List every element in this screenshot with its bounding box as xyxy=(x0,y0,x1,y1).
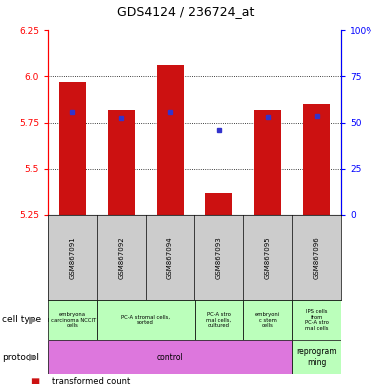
Bar xyxy=(303,104,330,215)
Bar xyxy=(108,109,135,215)
Text: ▶: ▶ xyxy=(29,315,37,325)
Text: ■: ■ xyxy=(30,377,39,384)
Text: cell type: cell type xyxy=(2,316,41,324)
Text: GSM867092: GSM867092 xyxy=(118,236,124,279)
Bar xyxy=(206,193,232,215)
Bar xyxy=(48,340,292,374)
Text: ▶: ▶ xyxy=(29,352,37,362)
Text: PC-A stromal cells,
sorted: PC-A stromal cells, sorted xyxy=(121,314,170,325)
Bar xyxy=(59,82,86,215)
Text: embryoni
c stem
cells: embryoni c stem cells xyxy=(255,312,280,328)
Bar xyxy=(255,109,281,215)
Bar xyxy=(97,300,194,340)
Text: GSM867093: GSM867093 xyxy=(216,236,222,279)
Text: GSM867094: GSM867094 xyxy=(167,236,173,279)
Bar xyxy=(292,340,341,374)
Bar xyxy=(48,300,97,340)
Text: protocol: protocol xyxy=(2,353,39,361)
Text: transformed count: transformed count xyxy=(52,377,130,384)
Text: GDS4124 / 236724_at: GDS4124 / 236724_at xyxy=(117,5,254,18)
Text: GSM867095: GSM867095 xyxy=(265,236,271,279)
Text: reprogram
ming: reprogram ming xyxy=(296,347,337,367)
Text: GSM867096: GSM867096 xyxy=(313,236,319,279)
Text: IPS cells
from
PC-A stro
mal cells: IPS cells from PC-A stro mal cells xyxy=(305,309,329,331)
Bar xyxy=(157,65,184,215)
Text: PC-A stro
mal cells,
cultured: PC-A stro mal cells, cultured xyxy=(206,312,232,328)
Bar xyxy=(292,300,341,340)
Text: embryona
l carcinoma NCCIT
cells: embryona l carcinoma NCCIT cells xyxy=(48,312,96,328)
Text: GSM867091: GSM867091 xyxy=(69,236,75,279)
Text: control: control xyxy=(157,353,183,361)
Bar xyxy=(243,300,292,340)
Bar xyxy=(194,300,243,340)
